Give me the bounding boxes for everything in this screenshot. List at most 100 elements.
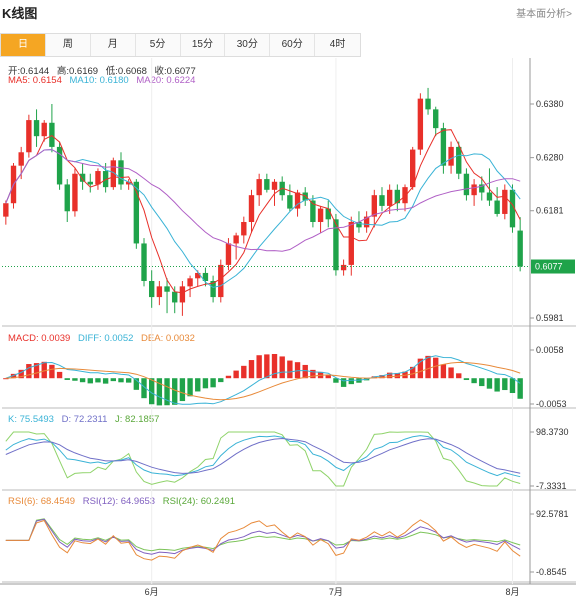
macd-bar xyxy=(172,378,178,405)
macd-bar xyxy=(325,374,331,379)
macd-bar xyxy=(256,355,262,379)
candle xyxy=(371,195,377,217)
candle xyxy=(386,189,393,206)
macd-bar xyxy=(440,364,447,379)
candle xyxy=(494,200,500,214)
macd-bar xyxy=(18,369,24,379)
macd-bar xyxy=(410,366,416,379)
candle xyxy=(394,189,401,204)
ma20-value: MA20: 0.6224 xyxy=(136,75,196,86)
candle xyxy=(26,120,32,153)
macd-bar xyxy=(118,378,124,383)
candle xyxy=(509,189,516,228)
candle xyxy=(164,286,170,292)
ma10-value: MA10: 0.6180 xyxy=(69,75,129,86)
price-tick-label: 0.6380 xyxy=(536,99,564,109)
candle xyxy=(517,230,523,267)
macd-bar xyxy=(494,378,500,392)
candle xyxy=(356,221,362,228)
macd-bar xyxy=(125,378,132,383)
macd-bar xyxy=(202,378,209,389)
macd-bar xyxy=(149,378,155,405)
candle xyxy=(287,195,293,209)
candle xyxy=(87,181,93,185)
macd-bar xyxy=(156,378,163,406)
ohlc-legend: 开:0.6144 高:0.6169 低:0.6068 收:0.6077 xyxy=(8,63,201,77)
candle xyxy=(156,286,163,298)
candle xyxy=(256,179,262,196)
candle xyxy=(218,264,224,298)
macd-bar xyxy=(164,378,170,406)
diff-line xyxy=(5,355,521,405)
tab-5min[interactable]: 5分 xyxy=(136,34,181,56)
rsi12-line xyxy=(5,518,521,555)
macd-bar xyxy=(333,378,339,383)
candle xyxy=(187,278,193,287)
rsi24-line xyxy=(5,518,521,552)
candle xyxy=(118,160,124,185)
candle xyxy=(310,200,316,222)
tab-month[interactable]: 月 xyxy=(91,34,136,56)
candle xyxy=(172,291,178,303)
tab-60min[interactable]: 60分 xyxy=(270,34,316,56)
candle xyxy=(448,146,454,166)
x-tick-label: 7月 xyxy=(329,587,343,597)
price-tick-label: 0.6181 xyxy=(536,206,564,216)
kdj-legend: K: 75.5493 D: 72.2311 J: 82.1857 xyxy=(8,414,164,425)
candle xyxy=(95,171,101,185)
macd-bar xyxy=(463,378,470,381)
macd-bar xyxy=(133,378,140,390)
macd-bar xyxy=(110,378,116,382)
macd-bar xyxy=(195,378,201,392)
candle xyxy=(402,187,408,204)
macd-bar xyxy=(179,378,186,402)
k-value: K: 75.5493 xyxy=(8,414,54,425)
candle xyxy=(317,208,324,222)
candle xyxy=(233,235,239,244)
macd-bar xyxy=(225,375,232,379)
dea-value: DEA: 0.0032 xyxy=(141,333,195,344)
macd-bar xyxy=(340,378,347,387)
candle xyxy=(241,221,247,236)
candle xyxy=(225,243,232,265)
macd-bar xyxy=(271,353,278,379)
candle xyxy=(379,195,385,206)
x-tick-label: 6月 xyxy=(145,587,159,597)
ma5-line xyxy=(5,129,521,294)
low-value: 低:0.6068 xyxy=(105,66,147,77)
macd-bar xyxy=(287,360,293,379)
tab-15min[interactable]: 15分 xyxy=(181,34,226,56)
tab-day[interactable]: 日 xyxy=(1,34,46,56)
macd-legend: MACD: 0.0039 DIFF: 0.0052 DEA: 0.0032 xyxy=(8,333,200,344)
candle xyxy=(179,286,186,303)
fundamental-analysis-link[interactable]: 基本面分析> xyxy=(516,9,572,20)
rsi-tick-label: -0.8545 xyxy=(536,567,567,577)
macd-bar xyxy=(49,364,55,379)
macd-bar xyxy=(56,371,63,379)
candle xyxy=(72,173,78,212)
price-tick-label: 0.6280 xyxy=(536,153,564,163)
candle xyxy=(463,173,470,196)
price-tick-label: 0.5981 xyxy=(536,313,564,323)
ma20-line xyxy=(5,149,521,252)
macd-tick-label: 0.0058 xyxy=(536,345,564,355)
candle xyxy=(56,146,63,185)
tab-week[interactable]: 周 xyxy=(46,34,91,56)
candle xyxy=(110,160,116,188)
macd-bar xyxy=(479,378,485,387)
macd-bar xyxy=(72,378,78,381)
macd-bar xyxy=(218,378,224,383)
candle xyxy=(125,181,132,185)
tab-4hour[interactable]: 4时 xyxy=(329,39,346,50)
tab-30min[interactable]: 30分 xyxy=(225,34,271,56)
candle xyxy=(202,272,209,281)
macd-bar xyxy=(279,356,285,379)
candle xyxy=(433,109,439,129)
macd-bar xyxy=(26,364,32,379)
candle xyxy=(3,203,9,217)
candle xyxy=(133,181,140,244)
macd-bar xyxy=(95,378,101,383)
candle xyxy=(417,98,424,150)
rsi6-value: RSI(6): 68.4549 xyxy=(8,496,76,507)
